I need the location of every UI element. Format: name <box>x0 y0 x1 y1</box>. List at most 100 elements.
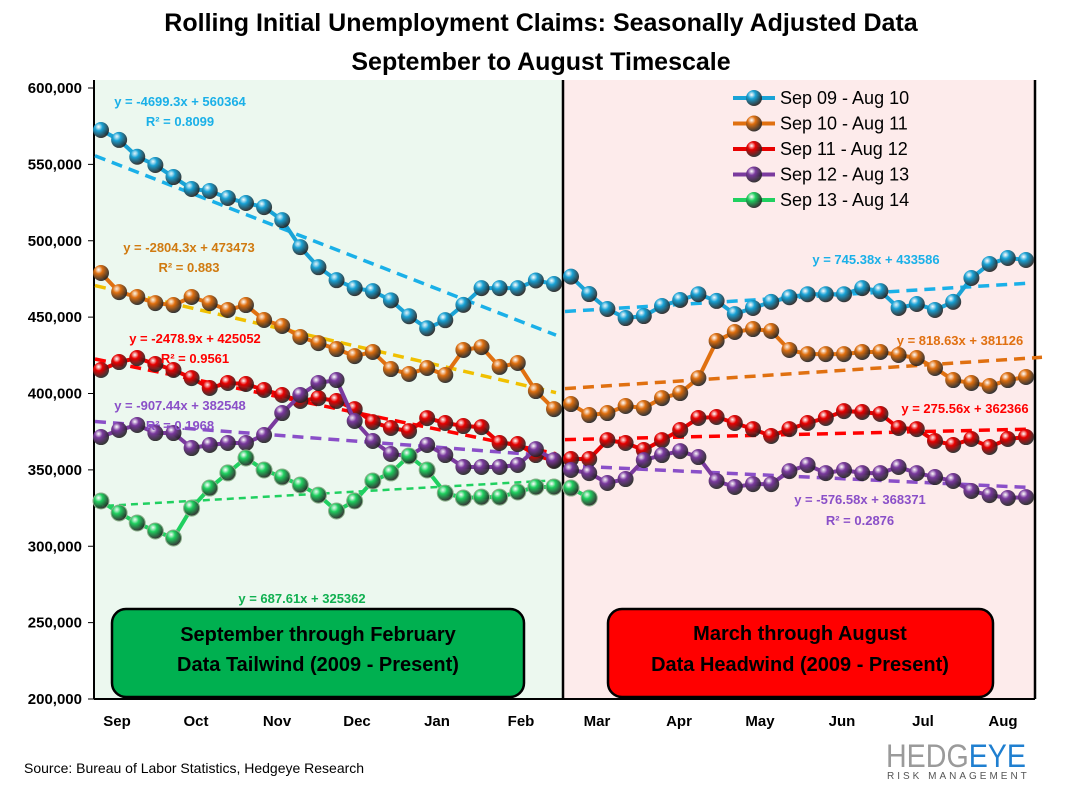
data-point <box>401 365 418 382</box>
data-point <box>617 310 634 327</box>
data-point <box>310 259 327 276</box>
x-tick-label: Oct <box>183 713 208 730</box>
data-point <box>999 489 1016 506</box>
x-tick-label: Mar <box>584 713 611 730</box>
data-point <box>927 469 943 486</box>
data-point <box>799 414 816 431</box>
data-point <box>401 423 418 440</box>
legend-label: Sep 09 - Aug 10 <box>780 88 909 108</box>
data-point <box>817 409 834 426</box>
data-point <box>201 295 218 312</box>
data-point <box>419 410 436 427</box>
data-point <box>781 421 798 438</box>
data-point <box>763 293 780 310</box>
data-point <box>491 280 508 297</box>
data-point <box>890 420 907 437</box>
trend-r2: R² = 0.8099 <box>146 114 214 129</box>
data-point <box>292 328 309 345</box>
data-point <box>364 283 381 300</box>
data-point <box>763 323 780 340</box>
data-point <box>256 312 273 329</box>
trend-equation: y = -907.44x + 382548 <box>114 398 246 413</box>
data-point <box>654 432 670 449</box>
data-point <box>219 189 236 206</box>
data-point <box>129 288 146 305</box>
data-point <box>473 458 490 475</box>
data-point <box>763 476 780 493</box>
data-point <box>781 289 798 306</box>
legend-label: Sep 10 - Aug 11 <box>780 114 908 134</box>
x-tick-label: Jul <box>912 713 934 730</box>
data-point <box>581 407 598 424</box>
data-point <box>945 436 962 453</box>
y-tick-label: 350,000 <box>28 462 82 479</box>
data-point <box>690 449 707 466</box>
data-point <box>654 390 670 407</box>
legend-marker <box>746 90 762 106</box>
data-point <box>455 458 472 475</box>
trend-r2: R² = 0.1968 <box>146 418 214 433</box>
y-axis-ticks: 200,000 250,000 300,000 350,000 400,000 450,0… <box>28 80 94 708</box>
data-point <box>437 367 454 384</box>
data-point <box>473 339 490 356</box>
data-point <box>509 280 526 297</box>
data-point <box>364 414 381 431</box>
svg-text:RISK MANAGEMENT: RISK MANAGEMENT <box>887 771 1030 782</box>
data-point <box>147 156 164 173</box>
data-point <box>201 380 218 397</box>
data-point <box>635 400 652 417</box>
data-point <box>927 301 943 318</box>
data-point <box>799 286 816 303</box>
data-point <box>854 403 871 420</box>
data-point <box>817 346 834 363</box>
y-tick-label: 400,000 <box>28 386 82 403</box>
data-point <box>92 492 110 510</box>
data-point <box>237 297 254 314</box>
data-point <box>183 288 200 305</box>
data-point <box>1018 489 1034 506</box>
data-point <box>346 412 363 429</box>
y-tick-label: 550,000 <box>28 156 82 173</box>
data-point <box>382 292 399 309</box>
right-box-line2: Data Headwind (2009 - Present) <box>651 654 949 676</box>
data-point <box>328 272 345 289</box>
data-point <box>147 295 164 312</box>
data-point <box>890 299 907 316</box>
data-point <box>872 343 889 360</box>
data-point <box>708 292 725 309</box>
data-point <box>346 280 363 297</box>
data-point <box>999 250 1016 267</box>
trendline-right-7 <box>564 427 1033 442</box>
legend-marker <box>746 141 762 157</box>
data-point <box>147 356 164 373</box>
data-point <box>690 409 707 426</box>
data-point <box>799 456 816 473</box>
data-point <box>546 452 562 469</box>
data-point <box>836 346 852 363</box>
data-point <box>129 350 146 367</box>
data-point <box>527 272 544 289</box>
data-point <box>599 405 616 422</box>
data-point <box>454 489 472 507</box>
data-point <box>455 341 472 358</box>
legend-label: Sep 12 - Aug 13 <box>780 165 909 185</box>
data-point <box>165 297 182 314</box>
data-point <box>165 425 182 442</box>
data-point <box>292 239 309 256</box>
x-axis-ticks: Sep Oct Nov Dec Jan Feb Mar Apr May Jun Jul Aug <box>103 713 1017 730</box>
data-point <box>726 478 743 495</box>
data-point <box>419 320 436 337</box>
data-point <box>1018 251 1034 268</box>
series-4 <box>92 447 598 547</box>
data-point <box>346 492 364 510</box>
data-point <box>872 283 889 300</box>
data-point <box>382 420 399 437</box>
hedgeye-logo: HEDGEYE RISK MANAGEMENT <box>886 738 1030 782</box>
trendline-right-8 <box>564 463 1033 490</box>
data-point <box>455 418 472 435</box>
data-point <box>328 372 345 389</box>
data-point <box>418 461 436 479</box>
trend-equation: y = 818.63x + 381126 <box>897 333 1024 348</box>
left-box-line2: Data Tailwind (2009 - Present) <box>177 654 459 676</box>
